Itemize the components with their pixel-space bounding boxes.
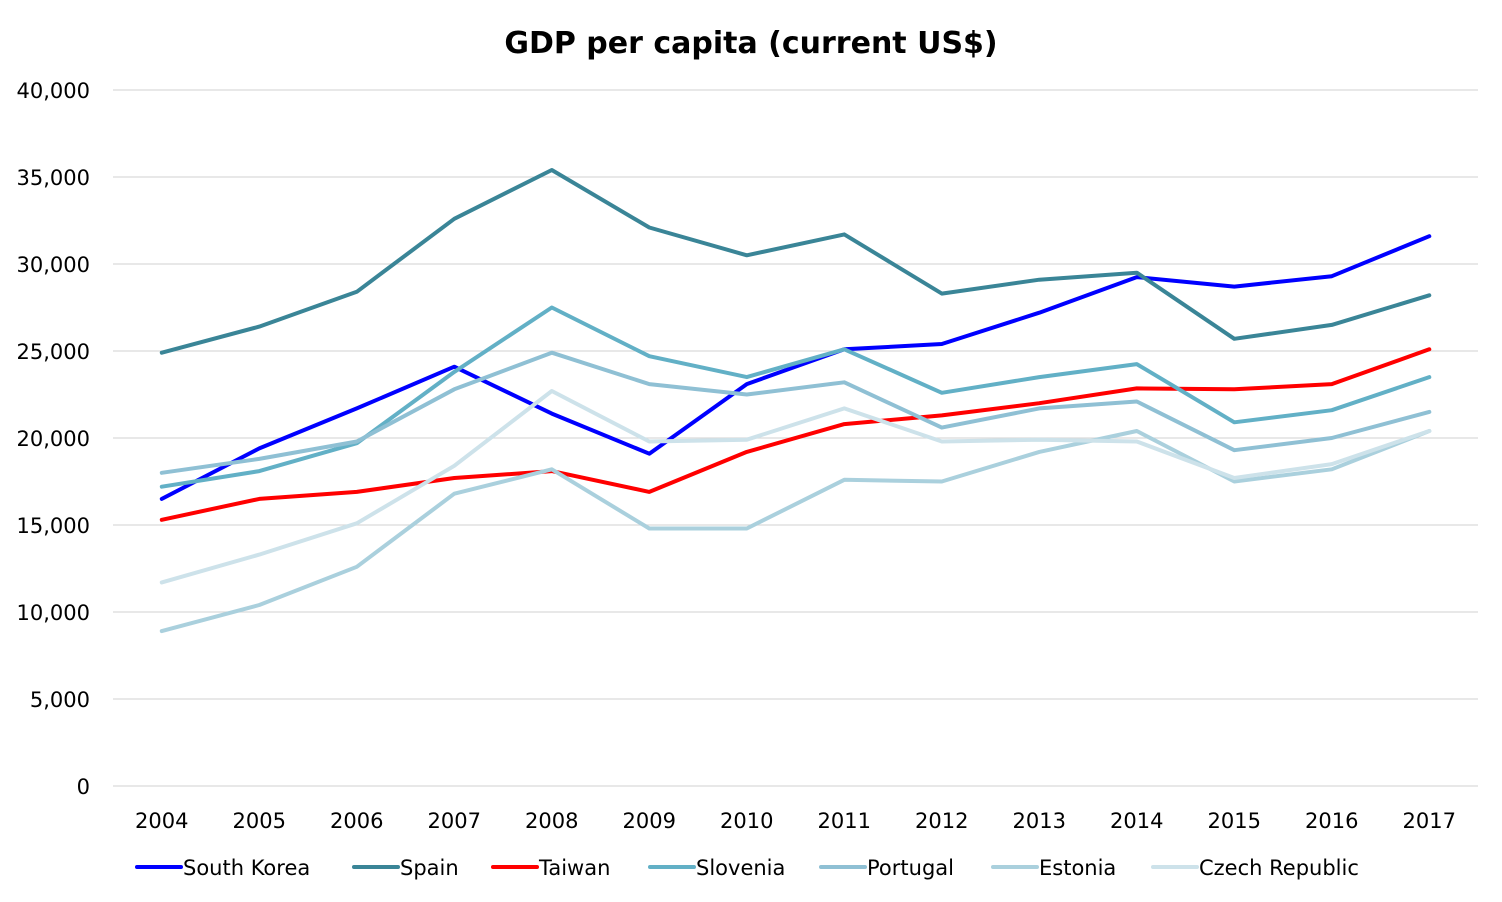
legend-item: Taiwan [491, 856, 610, 880]
y-tick-label: 5,000 [30, 688, 90, 712]
x-tick-label: 2005 [233, 809, 286, 833]
y-tick-label: 40,000 [17, 79, 90, 103]
x-tick-label: 2015 [1208, 809, 1261, 833]
x-tick-label: 2006 [330, 809, 383, 833]
legend-label: South Korea [183, 856, 310, 880]
series-line-czech-republic [159, 389, 1432, 585]
x-tick-label: 2009 [623, 809, 676, 833]
y-tick-label: 10,000 [17, 601, 90, 625]
chart-title: GDP per capita (current US$) [504, 26, 997, 61]
legend-item: Estonia [991, 856, 1116, 880]
legend-label: Slovenia [696, 856, 785, 880]
series-line-south-korea [159, 234, 1432, 501]
legend-item: Czech Republic [1151, 856, 1359, 880]
x-tick-label: 2013 [1013, 809, 1066, 833]
x-tick-label: 2016 [1305, 809, 1358, 833]
series-lines [159, 168, 1432, 634]
y-tick-label: 25,000 [17, 340, 90, 364]
legend-item: South Korea [135, 856, 310, 880]
series-line-estonia [159, 429, 1432, 634]
x-tick-label: 2008 [525, 809, 578, 833]
legend-label: Estonia [1039, 856, 1116, 880]
y-tick-label: 30,000 [17, 253, 90, 277]
x-tick-label: 2011 [818, 809, 871, 833]
legend-label: Spain [400, 856, 459, 880]
y-axis-tick-labels: 0 5,000 10,000 15,000 20,000 25,000 30,000 35,0… [17, 79, 90, 799]
legend-item: Spain [352, 856, 459, 880]
x-tick-label: 2010 [720, 809, 773, 833]
x-tick-label: 2007 [428, 809, 481, 833]
x-axis-tick-labels: 2004 2005 2006 2007 2008 2009 2010 2011 2012 2013… [135, 809, 1456, 833]
legend: South Korea Spain Taiwan Slovenia Portugal Es… [135, 856, 1359, 880]
series-line-spain [159, 168, 1432, 355]
legend-item: Portugal [819, 856, 954, 880]
x-tick-label: 2014 [1110, 809, 1163, 833]
x-tick-label: 2017 [1403, 809, 1456, 833]
y-tick-label: 20,000 [17, 427, 90, 451]
legend-label: Czech Republic [1199, 856, 1359, 880]
series-line-slovenia [159, 305, 1432, 489]
legend-label: Portugal [867, 856, 954, 880]
y-tick-label: 35,000 [17, 166, 90, 190]
series-line-portugal [159, 350, 1432, 475]
legend-item: Slovenia [648, 856, 785, 880]
x-tick-label: 2012 [915, 809, 968, 833]
y-tick-label: 0 [77, 775, 90, 799]
y-tick-label: 15,000 [17, 514, 90, 538]
legend-label: Taiwan [538, 856, 610, 880]
series-line-taiwan [159, 347, 1432, 522]
x-tick-label: 2004 [135, 809, 188, 833]
